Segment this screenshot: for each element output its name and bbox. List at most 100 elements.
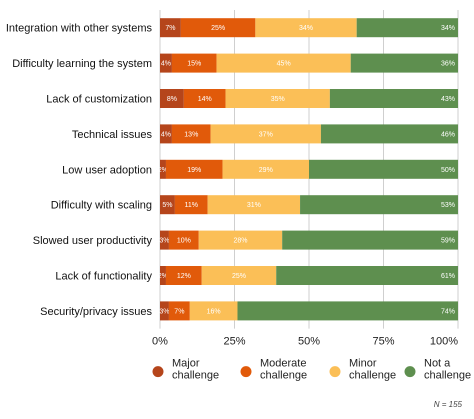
data-label: 5%: [162, 202, 172, 209]
bar-segment: [198, 230, 283, 250]
bar-segment: [222, 159, 309, 179]
bar-segment: [183, 89, 226, 108]
bar-segment: [171, 124, 211, 144]
x-tick-label: 25%: [223, 336, 245, 348]
data-label: 2%: [158, 273, 168, 280]
legend-swatch: [329, 366, 341, 378]
bar-segment: [160, 18, 181, 38]
bar-segment: [216, 53, 351, 73]
bar-segment: [350, 53, 458, 73]
bar-segment: [160, 301, 169, 321]
data-label: 61%: [441, 273, 455, 280]
legend-label: Not a: [424, 358, 451, 370]
bar-segment: [160, 230, 169, 250]
bar-segment: [160, 266, 166, 285]
bar-segment: [160, 195, 175, 215]
x-tick-label: 75%: [372, 336, 394, 348]
x-tick-label: 100%: [430, 336, 458, 348]
data-label: 11%: [185, 202, 199, 209]
data-label: 53%: [441, 202, 455, 209]
data-label: 13%: [184, 131, 198, 138]
bar-segment: [282, 230, 458, 250]
bar-segment: [174, 195, 208, 215]
data-label: 28%: [233, 238, 247, 245]
data-label: 8%: [167, 96, 177, 103]
bar-segment: [168, 230, 199, 250]
bar-segment: [320, 124, 458, 144]
legend-swatch: [240, 366, 252, 378]
sample-size-note: N = 155: [434, 400, 463, 409]
data-label: 19%: [187, 167, 201, 174]
data-label: 45%: [277, 61, 291, 68]
x-tick-label: 0%: [152, 336, 168, 348]
legend-swatch: [152, 366, 164, 378]
legend-label: challenge: [424, 370, 471, 382]
data-label: 15%: [187, 61, 201, 68]
bar-segment: [160, 53, 172, 73]
data-label: 7%: [165, 25, 175, 32]
data-label: 37%: [259, 131, 273, 138]
data-label: 46%: [441, 131, 455, 138]
bar-segment: [168, 301, 190, 321]
bar-segment: [356, 18, 458, 38]
bar-segment: [189, 301, 238, 321]
data-label: 25%: [232, 273, 246, 280]
data-label: 74%: [441, 308, 455, 315]
legend-swatch: [404, 366, 416, 378]
data-label: 10%: [177, 238, 191, 245]
data-label: 35%: [271, 96, 285, 103]
data-label: 3%: [159, 238, 169, 245]
bars: 7% 25% 34% 34% 4% 15% 45% 36% 8% 14% 35% 43% 4% 13% 37…: [158, 18, 458, 321]
bar-segment: [171, 53, 217, 73]
bar-segment: [165, 266, 202, 285]
category-label: Technical issues: [72, 129, 153, 141]
data-label: 12%: [177, 273, 191, 280]
bar-segment: [160, 124, 172, 144]
data-label: 14%: [198, 96, 212, 103]
category-label: Difficulty learning the system: [12, 58, 152, 70]
data-label: 3%: [159, 308, 169, 315]
data-label: 59%: [441, 238, 455, 245]
bar-segment: [207, 195, 301, 215]
legend: MajorchallengeModeratechallengeMinorchal…: [152, 358, 471, 382]
data-label: 25%: [211, 25, 225, 32]
bar-segment: [329, 89, 458, 108]
x-axis-ticks: 0% 25% 50% 75% 100%: [152, 336, 458, 348]
legend-label: challenge: [172, 370, 219, 382]
data-label: 2%: [158, 167, 168, 174]
data-label: 4%: [161, 61, 171, 68]
x-tick-label: 50%: [298, 336, 320, 348]
data-label: 31%: [247, 202, 261, 209]
legend-label: challenge: [260, 370, 307, 382]
legend-label: Minor: [349, 358, 377, 370]
bar-segment: [225, 89, 330, 108]
bar-segment: [237, 301, 458, 321]
bar-segment: [255, 18, 357, 38]
bar-segment: [309, 159, 458, 179]
data-label: 4%: [161, 131, 171, 138]
category-label: Lack of customization: [46, 94, 152, 106]
legend-label: Moderate: [260, 358, 306, 370]
bar-segment: [165, 159, 223, 179]
legend-label: Major: [172, 358, 200, 370]
data-label: 34%: [441, 25, 455, 32]
bar-segment: [210, 124, 321, 144]
data-label: 16%: [207, 308, 221, 315]
data-label: 36%: [441, 61, 455, 68]
legend-label: challenge: [349, 370, 396, 382]
data-label: 7%: [174, 308, 184, 315]
category-label: Integration with other systems: [6, 23, 153, 35]
bar-segment: [180, 18, 256, 38]
bar-segment: [160, 89, 184, 108]
category-label: Security/privacy issues: [40, 306, 152, 318]
data-label: 43%: [441, 96, 455, 103]
category-label: Lack of functionality: [55, 271, 152, 283]
data-label: 50%: [441, 167, 455, 174]
category-label: Low user adoption: [62, 164, 152, 176]
bar-segment: [201, 266, 277, 285]
bar-segment: [300, 195, 458, 215]
bar-segment: [276, 266, 458, 285]
data-label: 34%: [299, 25, 313, 32]
bar-segment: [160, 159, 166, 179]
